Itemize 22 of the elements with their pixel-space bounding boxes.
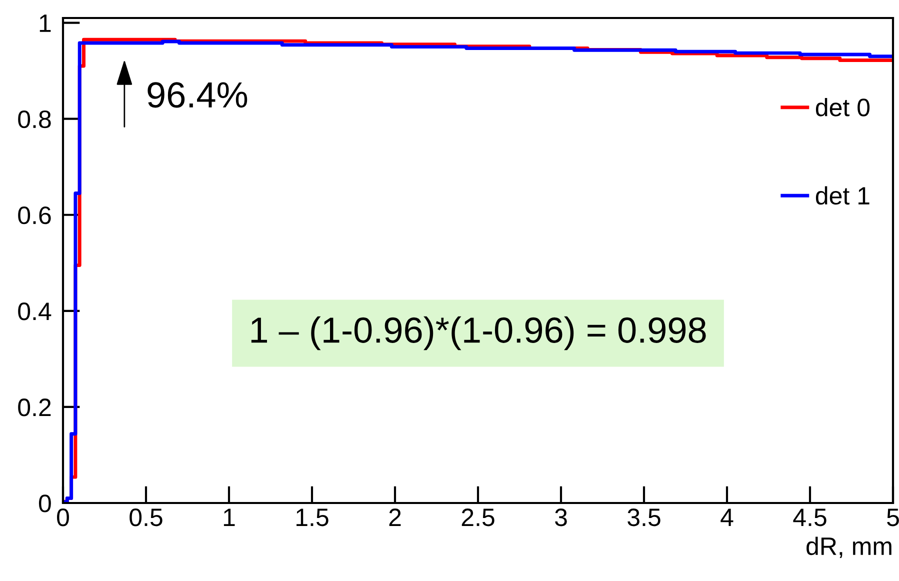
x-tick-label: 5	[887, 508, 899, 526]
x-tick-label: 1	[224, 508, 235, 526]
y-tick-label: 0.6	[18, 206, 51, 224]
x-tick-label: 2	[389, 508, 401, 526]
y-tick-label: 1	[40, 14, 51, 32]
x-tick-label: 1.5	[296, 508, 328, 526]
annotation: 96.4%	[148, 82, 248, 108]
legend-label: det 0	[816, 98, 870, 116]
x-tick-label: 3	[555, 508, 567, 526]
x-tick-label: 4.5	[793, 508, 826, 526]
x-tick-label: 0	[57, 508, 69, 526]
annotation: 1 – (1-0.96)*(1-0.96) = 0.998	[251, 316, 706, 350]
y-tick-label: 0.2	[18, 398, 51, 416]
x-tick-label: 3.5	[628, 508, 660, 526]
y-tick-label: 0.4	[18, 302, 52, 320]
y-tick-label: 0	[38, 494, 51, 512]
x-axis-title: dR, mm	[806, 536, 892, 558]
x-tick-label: 2.5	[462, 508, 494, 526]
x-tick-label: 4	[720, 508, 734, 526]
legend-label: det 1	[816, 186, 870, 205]
y-tick-label: 0.8	[18, 110, 51, 128]
x-tick-label: 0.5	[130, 508, 162, 526]
